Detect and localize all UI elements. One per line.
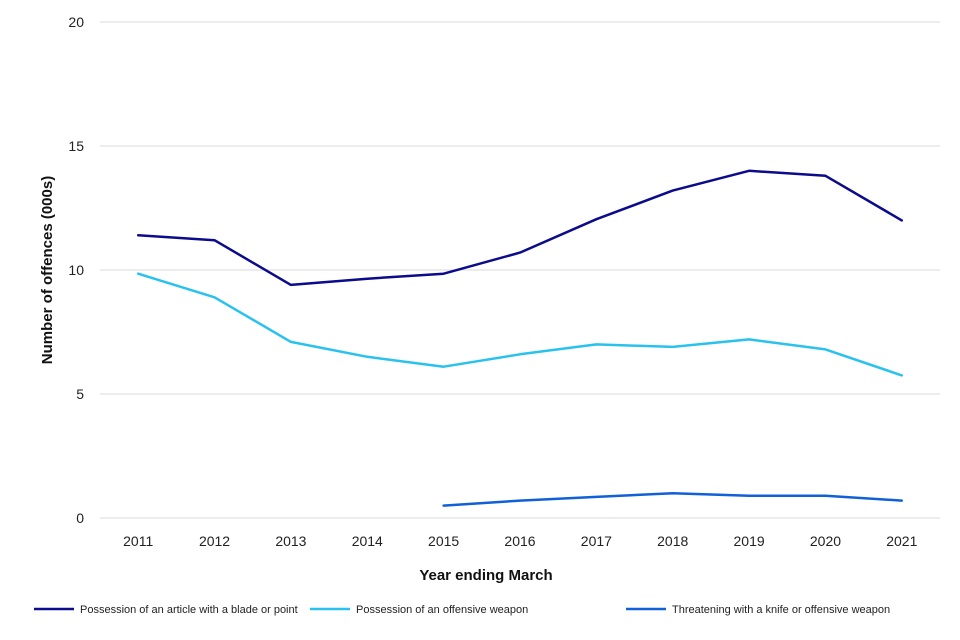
y-axis-title: Number of offences (000s) [39, 176, 56, 364]
x-tick-label: 2015 [428, 533, 459, 549]
x-tick-label: 2018 [657, 533, 688, 549]
y-tick-label: 20 [68, 14, 84, 30]
y-tick-label: 10 [68, 262, 84, 278]
series-lines [136, 169, 904, 507]
y-tick-label: 5 [76, 386, 84, 402]
x-tick-label: 2014 [352, 533, 383, 549]
x-tick-label: 2021 [886, 533, 917, 549]
y-tick-label: 15 [68, 138, 84, 154]
series-line-1 [136, 169, 904, 287]
y-axis-ticks: 0 5 10 15 20 [68, 14, 84, 526]
series-line-3 [442, 491, 904, 507]
series-line-2 [136, 272, 904, 377]
x-tick-label: 2020 [810, 533, 841, 549]
y-tick-label: 0 [76, 510, 84, 526]
x-tick-label: 2013 [275, 533, 306, 549]
x-tick-label: 2017 [581, 533, 612, 549]
x-tick-label: 2012 [199, 533, 230, 549]
legend: Possession of an article with a blade or… [34, 604, 890, 616]
x-tick-label: 2011 [123, 533, 153, 549]
legend-label: Possession of an offensive weapon [356, 604, 528, 616]
gridlines [100, 21, 940, 519]
x-tick-label: 2016 [504, 533, 535, 549]
x-tick-label: 2019 [734, 533, 765, 549]
x-axis-ticks: 2011 2012 2013 2014 2015 2016 2017 2018 2019 2020… [123, 533, 917, 549]
legend-label: Threatening with a knife or offensive we… [672, 604, 890, 616]
x-axis-title: Year ending March [419, 567, 552, 584]
legend-label: Possession of an article with a blade or… [80, 604, 298, 616]
